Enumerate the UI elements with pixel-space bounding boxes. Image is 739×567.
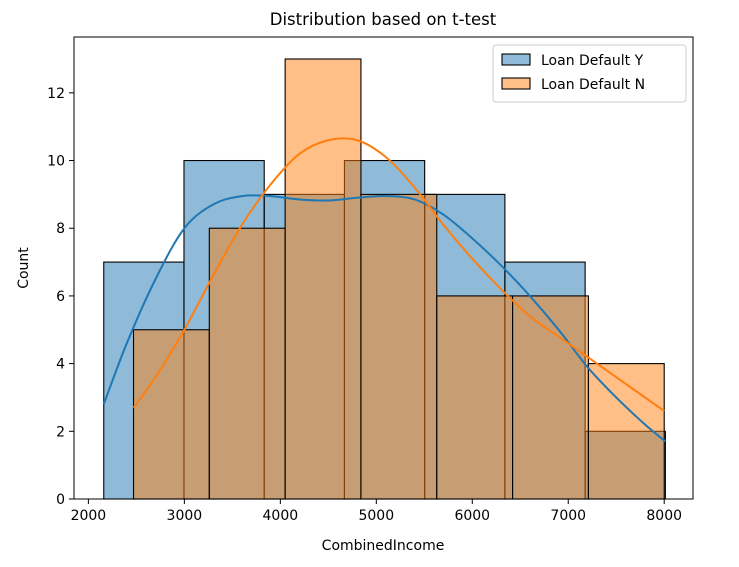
chart-title: Distribution based on t-test [270,10,497,29]
bar-loan-default-n-3 [360,193,438,500]
legend-label-loan-default-y: Loan Default Y [541,53,644,69]
bars-loan-default-n [132,58,665,500]
x-tick-label: 2000 [71,508,107,524]
x-tick-label: 4000 [263,508,299,524]
x-tick-label: 8000 [646,508,682,524]
bar-loan-default-n-1 [208,227,286,500]
legend-swatch-loan-default-n [501,77,531,90]
y-tick-label: 4 [56,357,65,373]
x-tick-label: 6000 [454,508,490,524]
bar-loan-default-n-0 [132,329,210,500]
bar-loan-default-n-5 [512,295,589,500]
y-tick-label: 2 [56,424,65,440]
kde-line-loan-default-y [102,194,667,443]
plot-area [102,58,667,500]
x-tick-label: 5000 [358,508,394,524]
y-tick-label: 6 [56,289,65,305]
legend: Loan Default Y Loan Default N [492,44,687,103]
x-tick-label: 7000 [550,508,586,524]
y-tick-label: 12 [47,86,65,102]
bar-loan-default-n-4 [436,295,514,500]
x-tick-label: 3000 [167,508,203,524]
bar-loan-default-n-2 [284,58,362,500]
y-axis-label: Count [16,247,32,289]
legend-label-loan-default-n: Loan Default N [541,77,645,93]
y-tick-label: 8 [56,221,65,237]
x-axis-label: CombinedIncome [322,538,445,554]
y-tick-label: 10 [47,154,65,170]
axes-frame [73,36,694,500]
y-tick-label: 0 [56,492,65,508]
y-axis: 0 2 4 6 8 10 12 [47,86,74,508]
kde-line-loan-default-n [132,137,665,412]
x-axis: 2000 3000 4000 5000 6000 7000 8000 [71,499,682,524]
legend-swatch-loan-default-y [501,53,531,66]
legend-box [492,44,687,103]
